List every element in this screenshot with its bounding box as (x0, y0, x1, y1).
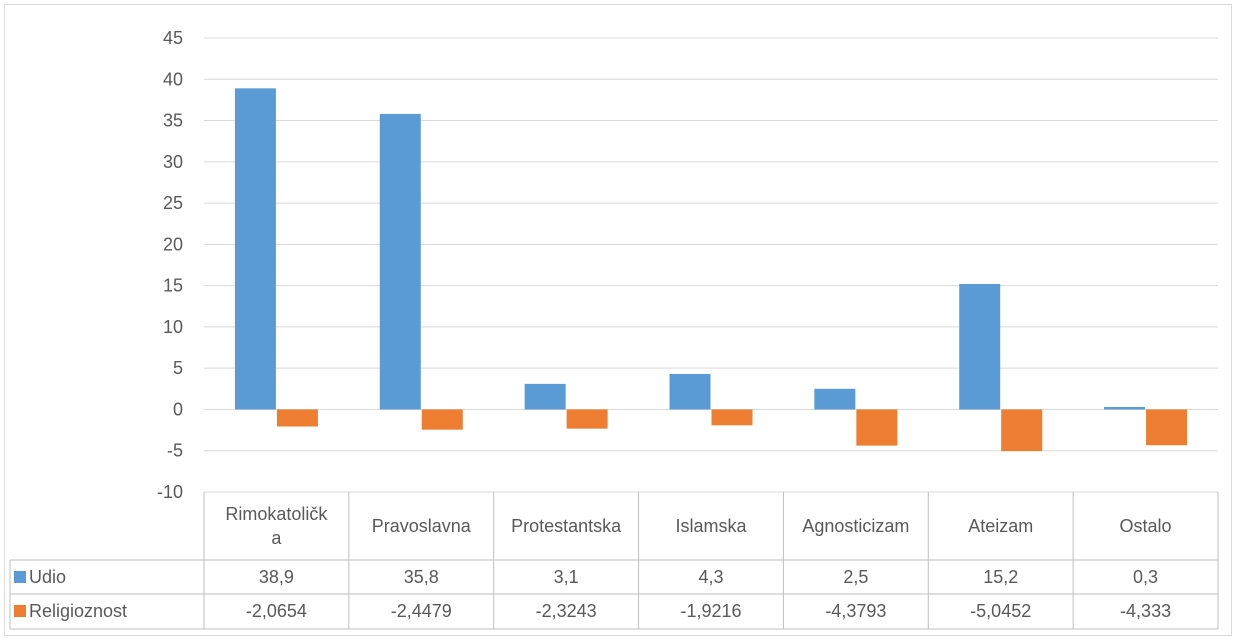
category-label: Protestantska (511, 516, 622, 536)
bar-religioznost-3 (711, 409, 753, 426)
data-label: 0,3 (1133, 567, 1158, 587)
bar-udio-6 (1104, 406, 1146, 410)
legend-key-udio (14, 571, 26, 583)
bar-religioznost-0 (276, 409, 318, 427)
bar-religioznost-1 (421, 409, 463, 430)
y-tick-label: 25 (163, 193, 183, 213)
legend-key-religioznost (14, 605, 26, 617)
category-label: Ostalo (1120, 516, 1172, 536)
legend-label: Udio (29, 567, 66, 587)
data-label: 38,9 (259, 567, 294, 587)
y-tick-label: 30 (163, 152, 183, 172)
data-label: -4,333 (1120, 601, 1171, 621)
data-label: -4,3793 (825, 601, 886, 621)
data-label: 3,1 (554, 567, 579, 587)
data-label: 15,2 (983, 567, 1018, 587)
data-label: -2,3243 (536, 601, 597, 621)
category-label: Rimokatoličk (225, 504, 328, 524)
category-label: Ateizam (968, 516, 1033, 536)
y-tick-label: 5 (173, 358, 183, 378)
category-label: Islamska (675, 516, 747, 536)
y-tick-label: 35 (163, 111, 183, 131)
data-label: 35,8 (404, 567, 439, 587)
category-label: Pravoslavna (372, 516, 472, 536)
y-tick-label: 15 (163, 276, 183, 296)
chart-frame (4, 4, 1232, 636)
category-label: a (271, 528, 282, 548)
y-tick-label: 0 (173, 399, 183, 419)
data-label: 4,3 (698, 567, 723, 587)
bar-religioznost-6 (1146, 409, 1188, 446)
data-label: 2,5 (843, 567, 868, 587)
bar-udio-0 (234, 88, 276, 410)
data-label: -5,0452 (970, 601, 1031, 621)
y-tick-label: 40 (163, 69, 183, 89)
data-label: -2,4479 (391, 601, 452, 621)
bar-udio-1 (379, 113, 421, 410)
y-tick-label: -10 (157, 482, 183, 502)
bar-religioznost-4 (856, 409, 898, 446)
bar-udio-5 (959, 283, 1001, 410)
bar-udio-2 (524, 383, 566, 410)
bar-religioznost-2 (566, 409, 608, 429)
data-label: -2,0654 (246, 601, 307, 621)
bar-udio-3 (669, 373, 711, 410)
y-tick-label: -5 (167, 441, 183, 461)
y-tick-label: 45 (163, 28, 183, 48)
y-tick-label: 10 (163, 317, 183, 337)
legend-label: Religioznost (29, 601, 127, 621)
category-label: Agnosticizam (802, 516, 909, 536)
bar-udio-4 (814, 388, 856, 410)
bar-religioznost-5 (1001, 409, 1043, 452)
data-label: -1,9216 (680, 601, 741, 621)
y-tick-label: 20 (163, 234, 183, 254)
